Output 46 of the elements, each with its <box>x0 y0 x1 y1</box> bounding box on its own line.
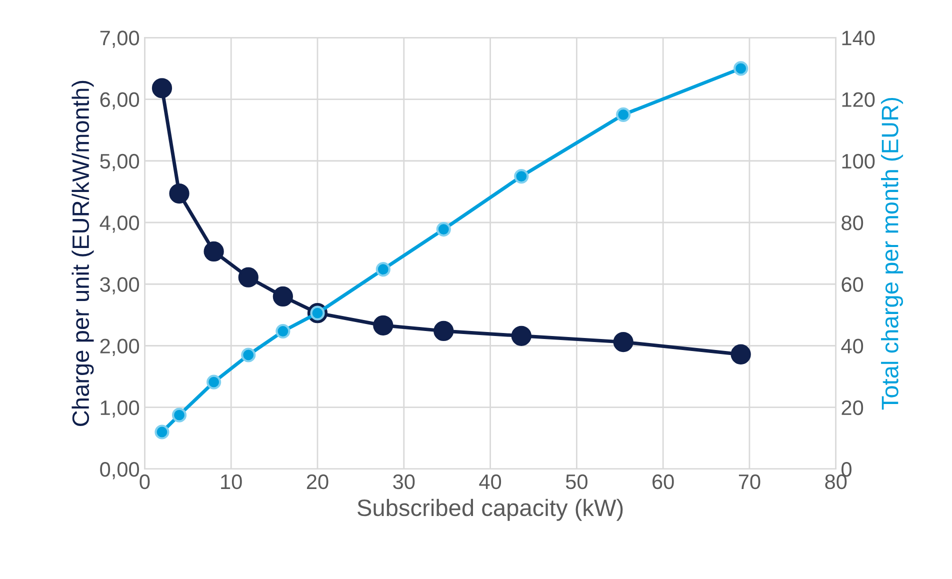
point <box>276 324 290 339</box>
x-tick-label: 30 <box>393 474 415 490</box>
point <box>152 78 172 98</box>
point <box>172 408 187 422</box>
point <box>154 424 170 440</box>
y-axis-title: Charge per unit (EUR/kW/month) <box>72 80 94 426</box>
x-tick-label: 50 <box>566 474 588 490</box>
point <box>734 61 748 76</box>
y2-tick-label: 80 <box>842 216 864 230</box>
x-tick-label: 70 <box>738 474 760 490</box>
y2-axis-title: Total charge per month (EUR) <box>881 98 904 410</box>
y2-tick-label: 20 <box>842 400 864 416</box>
y-tick-label: 6,00 <box>100 92 140 110</box>
y-tick-label: 2,00 <box>100 338 140 356</box>
point <box>169 183 190 204</box>
x-tick-label: 40 <box>479 474 502 490</box>
point <box>272 286 294 307</box>
y2-tick-label: 140 <box>842 30 875 46</box>
x-tick-label: 20 <box>306 474 328 490</box>
point <box>730 344 751 364</box>
point <box>434 320 454 342</box>
y-tick-label: 3,00 <box>100 277 140 294</box>
y-tick-label: 7,00 <box>100 30 140 48</box>
point <box>204 241 224 262</box>
point <box>613 332 634 352</box>
point <box>616 107 631 122</box>
y2-tick-label: 60 <box>842 277 864 292</box>
x-axis-title: Subscribed capacity (kW) <box>358 498 623 521</box>
y2-tick-label: 100 <box>842 154 875 169</box>
point <box>511 326 532 346</box>
x-tick-label: 60 <box>652 474 674 490</box>
y-tick-label: 5,00 <box>100 154 140 172</box>
point <box>376 262 390 277</box>
point <box>373 315 394 336</box>
x-tick-label: 10 <box>221 474 242 490</box>
point <box>238 267 258 288</box>
y-tick-label: 4,00 <box>100 216 140 233</box>
point <box>206 374 222 390</box>
y-tick-label: 0,00 <box>100 462 140 480</box>
point <box>436 222 451 237</box>
y2-tick-label: 120 <box>842 92 875 108</box>
point <box>241 348 256 362</box>
x-tick-label: 0 <box>140 474 150 490</box>
y-tick-label: 1,00 <box>100 400 140 418</box>
point <box>514 168 529 184</box>
y2-tick-label: 40 <box>841 338 864 354</box>
